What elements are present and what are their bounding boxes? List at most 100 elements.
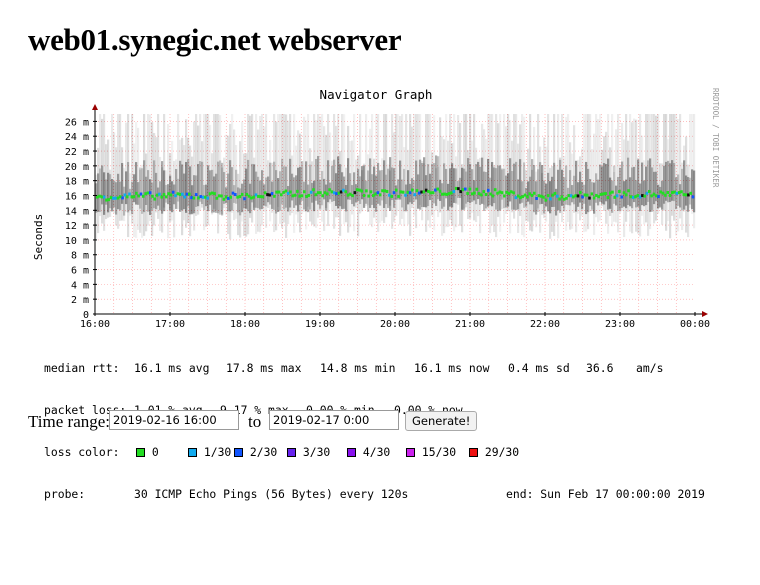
smoke-band-outer [441, 136, 444, 236]
median-rtt-point [222, 197, 226, 201]
smoke-band-outer [583, 114, 586, 233]
time-range-to-input[interactable] [269, 410, 399, 430]
median-rtt-point [215, 196, 219, 200]
smoke-band-outer [375, 114, 378, 223]
smoke-band-outer [231, 114, 234, 213]
smoke-band-inner [633, 166, 636, 203]
median-rtt-point [560, 195, 564, 199]
smoke-band-inner [127, 162, 130, 213]
median-rtt-point [664, 193, 667, 197]
smoke-band-inner [123, 186, 126, 216]
smoke-band-outer [445, 114, 448, 228]
median-rtt-point [194, 193, 198, 197]
smoke-band-outer [569, 142, 572, 230]
smoke-band-inner [353, 172, 356, 207]
x-tick-label: 21:00 [455, 319, 485, 330]
smoke-band-outer [373, 158, 376, 218]
median-rtt-label: median rtt: [44, 361, 120, 375]
smoke-band-inner [125, 171, 128, 205]
median-rtt-point [542, 195, 545, 199]
median-rtt-point [178, 192, 182, 196]
smoke-band-outer [297, 130, 300, 223]
median-rtt-point [489, 192, 492, 196]
smoke-band-outer [389, 170, 392, 206]
smoke-band-inner [357, 168, 360, 201]
smoke-band-inner [333, 159, 336, 201]
time-range-from-input[interactable] [109, 410, 239, 430]
smoke-band-inner [453, 168, 456, 203]
loss-swatch-3-30 [287, 448, 296, 457]
smoke-band-inner [253, 164, 256, 211]
smoke-band-outer [351, 140, 354, 215]
smoke-band-outer [277, 114, 280, 207]
median-rtt-point [369, 190, 373, 194]
smoke-band-outer [493, 165, 496, 233]
smoke-band-inner [135, 162, 138, 205]
median-rtt-point [452, 190, 456, 194]
median-rtt-point [477, 192, 481, 196]
smoke-band-outer [377, 114, 380, 232]
smoke-band-outer [107, 139, 110, 218]
smoke-band-outer [273, 114, 276, 233]
median-rtt-point [636, 194, 640, 198]
median-rtt-point [316, 191, 320, 195]
median-rtt-point [155, 193, 159, 197]
smoke-band-outer [599, 114, 602, 221]
median-rtt-point [146, 191, 150, 195]
smoke-band-outer [157, 114, 160, 219]
smoke-band-outer [615, 129, 618, 223]
y-tick-label: 24 m [65, 132, 89, 143]
smoke-band-outer [635, 119, 638, 232]
median-rtt-point [245, 192, 249, 196]
smoke-band-outer [169, 153, 172, 222]
smoke-band-outer [229, 123, 232, 240]
median-rtt-point [558, 197, 561, 201]
smoke-band-inner [339, 164, 342, 207]
smoke-band-outer [469, 114, 472, 219]
smoke-band-inner [371, 174, 374, 205]
smoke-band-outer [489, 114, 492, 234]
median-rtt-point [562, 197, 566, 201]
smoke-band-inner [437, 156, 440, 200]
median-rtt-point [528, 192, 531, 196]
smoke-band-inner [121, 163, 124, 204]
median-rtt-point [397, 194, 400, 198]
smoke-band-outer [449, 114, 452, 220]
smoke-band-outer [329, 132, 332, 204]
smoke-band-inner [303, 181, 306, 210]
smoke-band-inner [599, 164, 602, 202]
median-rtt-point [565, 196, 568, 200]
x-tick-label: 18:00 [230, 319, 260, 330]
median-rtt-point [102, 195, 106, 199]
median-rtt-point [535, 196, 538, 200]
smoke-band-inner [587, 168, 590, 213]
smoke-band-outer [657, 114, 660, 214]
smoke-band-inner [491, 162, 494, 207]
median-rtt-point [680, 190, 683, 194]
smoke-band-inner [481, 157, 484, 204]
median-rtt-point [201, 195, 205, 199]
smoke-band-inner [509, 158, 512, 202]
smoke-band-inner [673, 162, 676, 202]
loss-color-15-30: 15/30 [406, 445, 456, 459]
median-rtt-point [445, 192, 449, 196]
smoke-band-outer [173, 160, 176, 238]
smoke-band-outer [205, 114, 208, 227]
smoke-band-inner [181, 164, 184, 211]
smoke-band-inner [655, 171, 658, 202]
smoke-band-inner [313, 180, 316, 212]
smoke-band-outer [345, 167, 348, 223]
smoke-band-outer [453, 114, 456, 232]
smoke-band-outer [653, 114, 656, 224]
median-rtt-point [372, 194, 375, 198]
median-rtt-point [530, 193, 534, 197]
smoke-band-outer [151, 122, 154, 237]
generate-button[interactable]: Generate! [405, 411, 478, 431]
smoke-band-inner [537, 169, 540, 212]
median-rtt-point [337, 191, 341, 195]
smoke-band-inner [185, 162, 188, 213]
median-rtt-point [388, 193, 391, 197]
smoke-band-outer [189, 145, 192, 237]
median-rtt-point [618, 189, 621, 193]
median-rtt-point [620, 195, 623, 199]
